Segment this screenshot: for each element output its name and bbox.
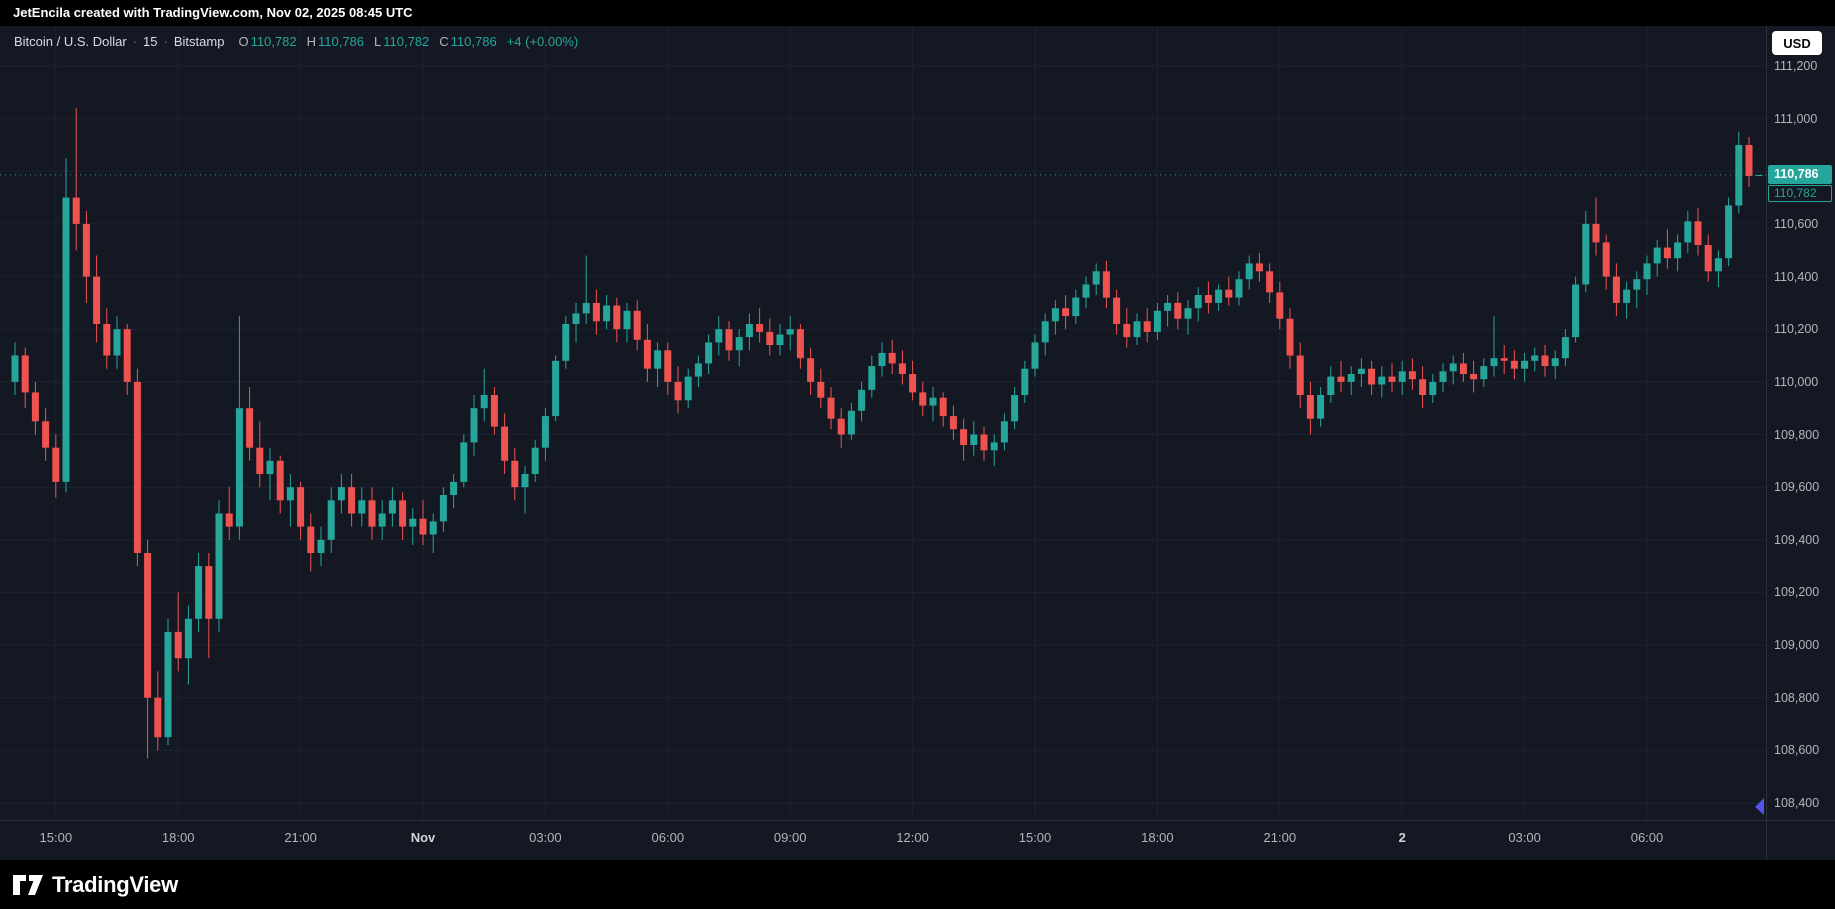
ohlc-readout: O 110,782 H 110,786 L 110,782 C 110,786 +4 (…: [238, 34, 578, 49]
time-axis-label: 09:00: [773, 830, 807, 845]
price-axis-label: 110,600: [1774, 216, 1819, 231]
price-axis-label: 109,200: [1774, 585, 1820, 600]
time-axis-label: 15:00: [1018, 830, 1052, 845]
footer-bar: TradingView: [0, 860, 1835, 909]
exchange-name: Bitstamp: [173, 34, 225, 49]
symbol-title[interactable]: Bitcoin / U.S. Dollar · 15 · Bitstamp: [14, 34, 224, 49]
time-axis-label: 03:00: [529, 830, 562, 845]
tradingview-logo-icon[interactable]: [13, 874, 43, 895]
time-axis-label: 06:00: [1630, 830, 1664, 845]
time-axis-label: 18:00: [1141, 830, 1174, 845]
change-readout: +4 (+0.00%): [506, 34, 579, 49]
legend-separator: ·: [163, 34, 168, 49]
tradingview-brand[interactable]: TradingView: [52, 871, 178, 897]
currency-button[interactable]: USD: [1772, 31, 1822, 55]
time-axis-label: 06:00: [651, 830, 685, 845]
high-readout: H 110,786: [306, 34, 365, 49]
price-axis-label: 108,600: [1774, 743, 1820, 758]
chart-container[interactable]: Bitcoin / U.S. Dollar · 15 · Bitstamp O 110,7…: [0, 26, 1835, 860]
price-axis-label: 111,000: [1774, 111, 1818, 126]
time-axis-label: 12:00: [896, 830, 929, 845]
interval-value: 15: [143, 34, 158, 49]
symbol-legend: Bitcoin / U.S. Dollar · 15 · Bitstamp O 110,7…: [14, 34, 578, 49]
time-axis[interactable]: 15:00 18:00 21:00 Nov 03:00 06:00 09:00 12:00 15…: [0, 820, 1835, 860]
time-axis-label: Nov: [410, 830, 436, 845]
candlestick-plot[interactable]: [0, 26, 1766, 820]
time-axis-label: 03:00: [1508, 830, 1541, 845]
price-axis-label: 109,600: [1774, 480, 1820, 495]
low-readout: L 110,782: [374, 34, 430, 49]
secondary-price-badge: 110,782: [1768, 185, 1832, 202]
price-axis[interactable]: USD 110,786 110,782 111,200111,000110,80…: [1766, 26, 1835, 860]
price-axis-label: 110,200: [1774, 322, 1819, 337]
close-readout: C 110,786: [439, 34, 497, 49]
price-axis-label: 109,400: [1774, 532, 1820, 547]
time-axis-label: 21:00: [1263, 830, 1297, 845]
price-axis-label: 110,000: [1774, 374, 1819, 389]
time-axis-label: 21:00: [284, 830, 317, 845]
legend-separator: ·: [132, 34, 138, 49]
time-axis-label: 18:00: [161, 830, 195, 845]
last-price-badge: 110,786: [1768, 165, 1832, 184]
symbol-name: Bitcoin / U.S. Dollar: [14, 34, 127, 49]
open-readout: O 110,782: [238, 34, 297, 49]
price-axis-label: 108,800: [1774, 690, 1820, 705]
price-axis-label: 110,400: [1774, 269, 1819, 284]
attribution-text: JetEncila created with TradingView.com, …: [13, 5, 413, 20]
time-axis-label: 2: [1398, 830, 1406, 845]
price-axis-label: 109,800: [1774, 427, 1820, 442]
attribution-bar: JetEncila created with TradingView.com, …: [0, 0, 1835, 26]
price-axis-label: 109,000: [1774, 638, 1820, 653]
price-axis-label: 111,200: [1774, 59, 1818, 73]
price-axis-label: 108,400: [1774, 796, 1820, 810]
time-axis-label: 15:00: [39, 830, 73, 845]
